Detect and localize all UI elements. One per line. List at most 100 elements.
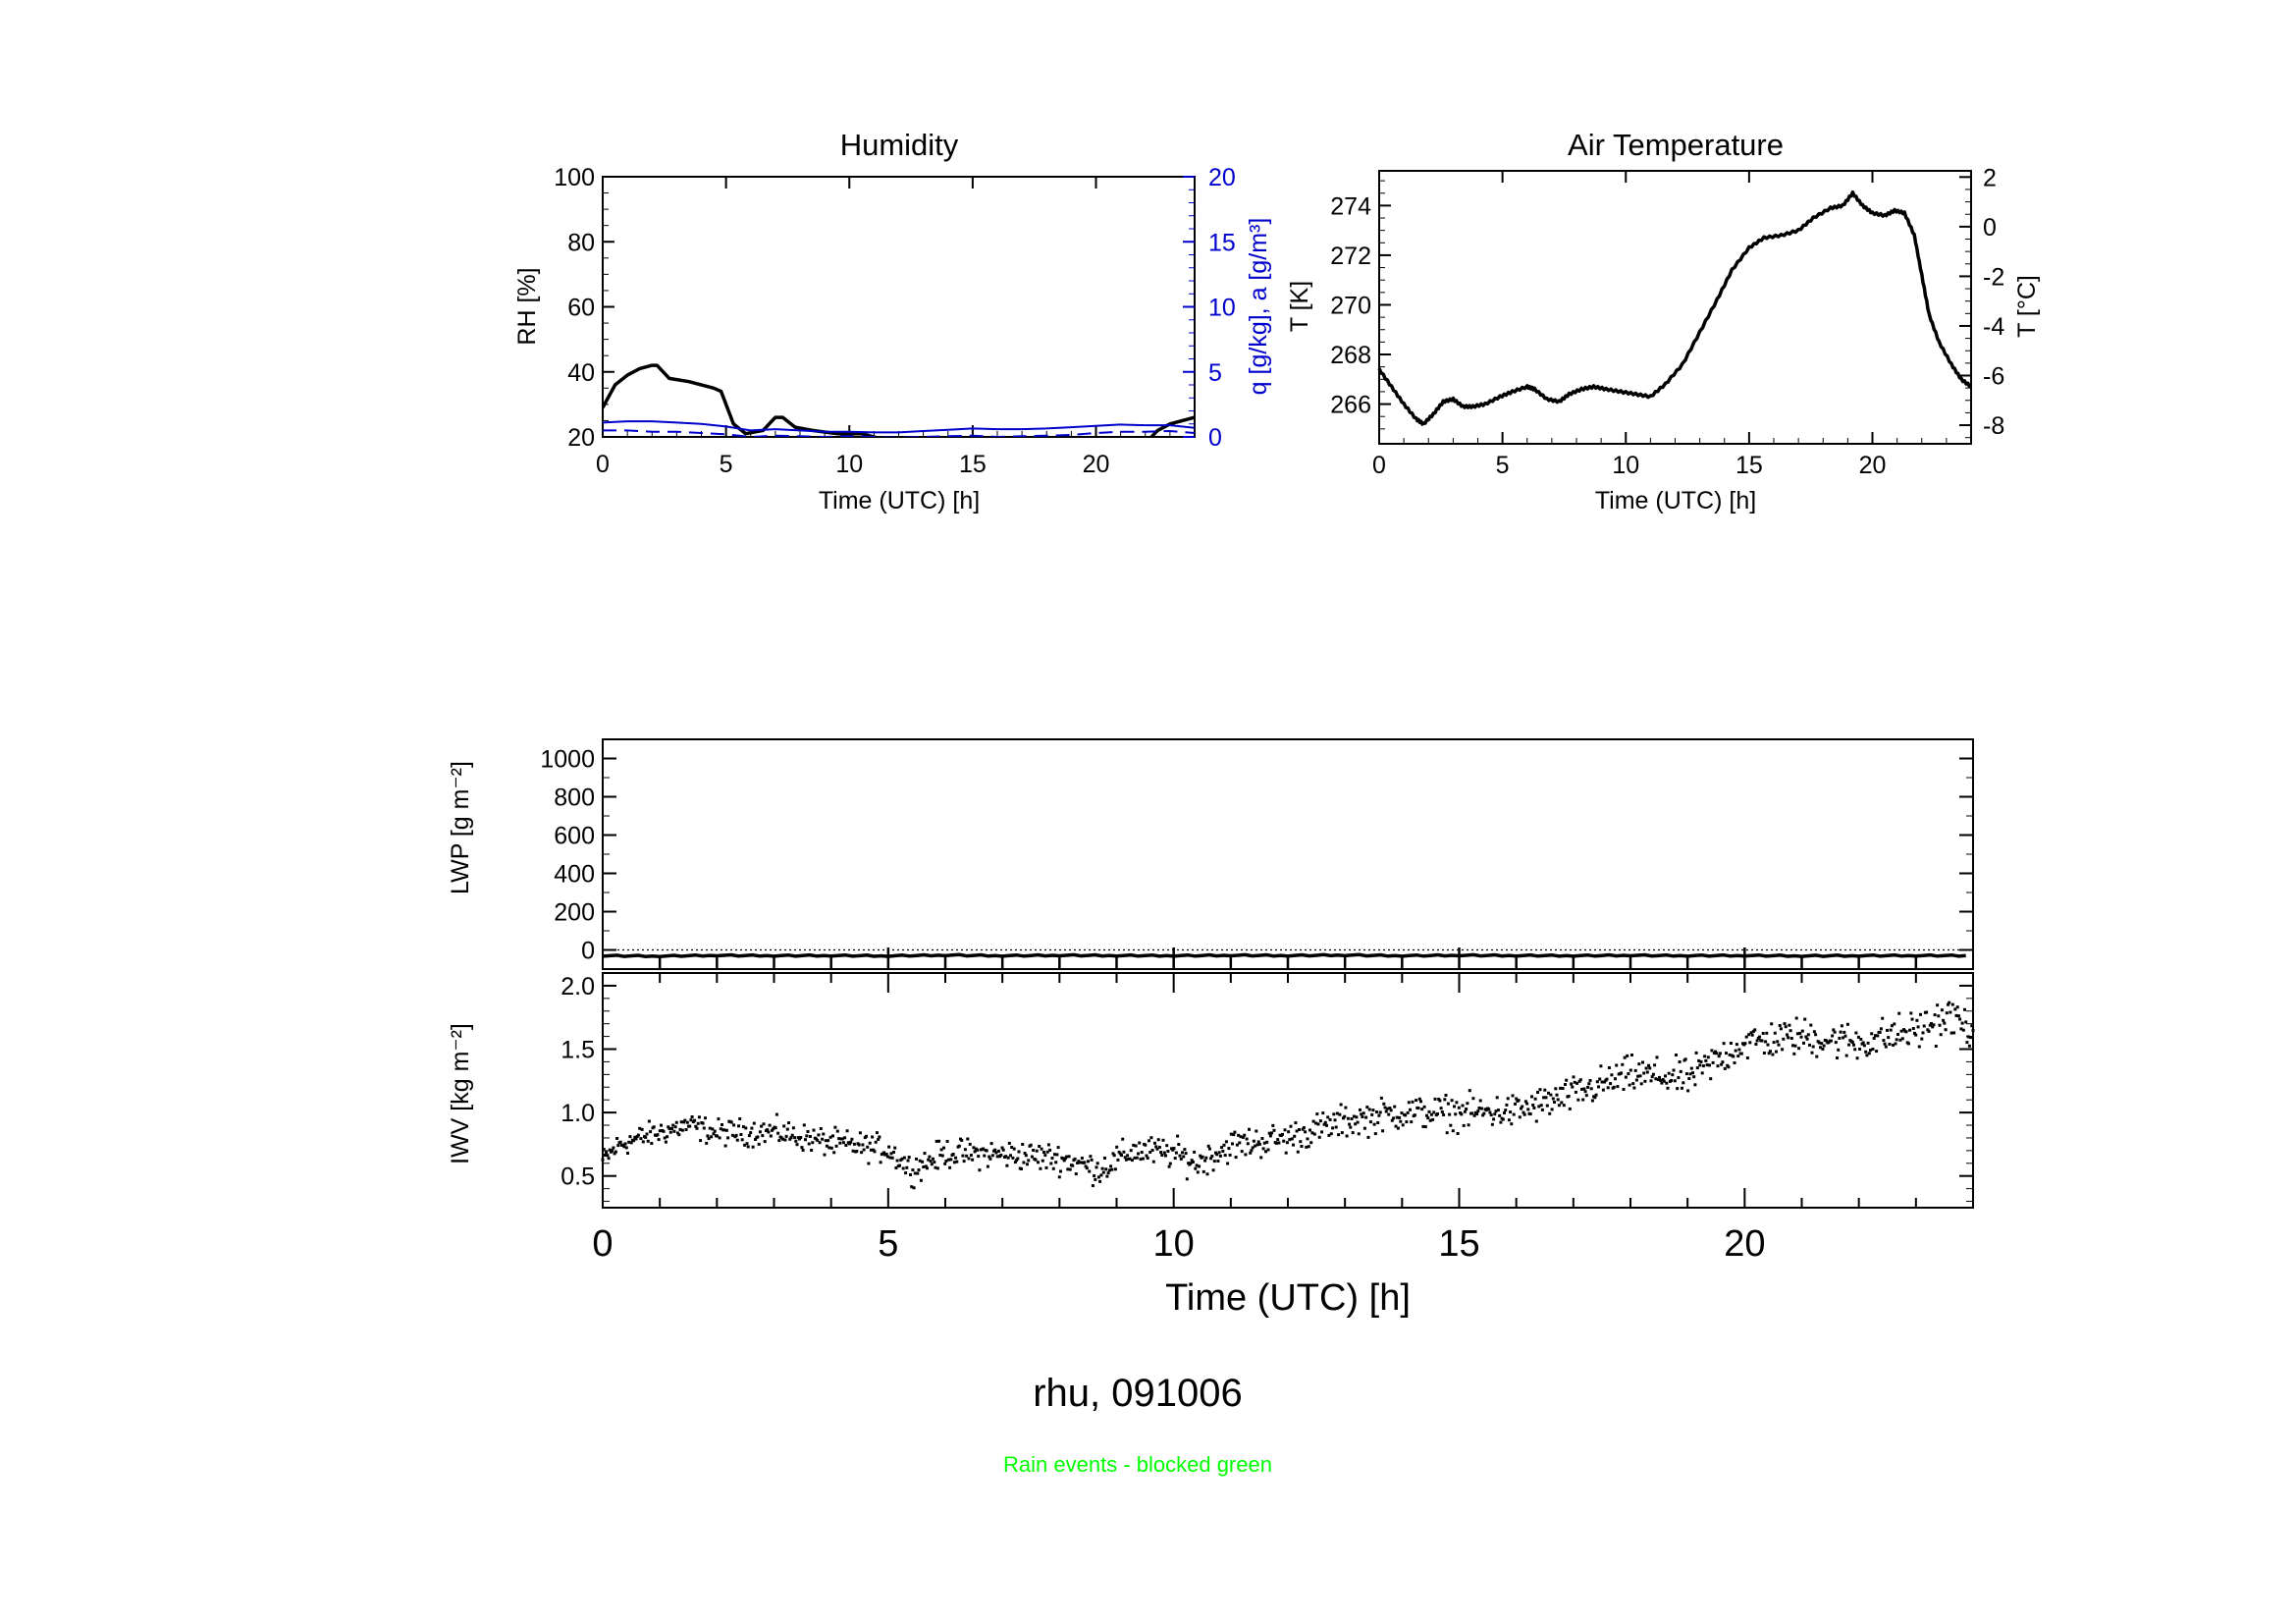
iwv-data-point bbox=[1583, 1090, 1587, 1094]
iwv-data-point bbox=[934, 1165, 937, 1169]
iwv-data-point bbox=[1394, 1124, 1398, 1128]
iwv-data-point bbox=[603, 1154, 607, 1158]
iwv-y-tick-label: 0.5 bbox=[561, 1163, 595, 1191]
iwv-x-tick-label: 0 bbox=[592, 1223, 613, 1265]
iwv-data-point bbox=[1211, 1168, 1215, 1172]
lwp-y-tick-label: 400 bbox=[554, 861, 595, 889]
iwv-data-point bbox=[1359, 1108, 1362, 1111]
iwv-data-point bbox=[774, 1112, 778, 1116]
iwv-data-point bbox=[1494, 1109, 1498, 1113]
iwv-data-point bbox=[1865, 1054, 1869, 1057]
iwv-data-point bbox=[1305, 1145, 1308, 1149]
iwv-data-point bbox=[1509, 1110, 1513, 1114]
iwv-data-point bbox=[1926, 1028, 1930, 1032]
iwv-data-point bbox=[1212, 1160, 1216, 1163]
iwv-data-point bbox=[1656, 1078, 1660, 1081]
iwv-data-point bbox=[704, 1116, 707, 1120]
iwv-data-point bbox=[1937, 1014, 1941, 1018]
air-temperature-y-axis-label: T [K] bbox=[1286, 281, 1313, 332]
iwv-data-point bbox=[1393, 1105, 1397, 1109]
iwv-data-point bbox=[751, 1145, 755, 1149]
iwv-data-point bbox=[1325, 1123, 1328, 1127]
iwv-x-tick-label: 20 bbox=[1724, 1223, 1765, 1265]
iwv-data-point bbox=[1677, 1076, 1681, 1080]
iwv-data-point bbox=[601, 1158, 605, 1162]
iwv-data-point bbox=[789, 1136, 793, 1140]
iwv-data-point bbox=[729, 1120, 733, 1124]
iwv-data-point bbox=[885, 1155, 889, 1159]
iwv-data-point bbox=[1879, 1027, 1883, 1031]
iwv-data-point bbox=[1514, 1102, 1517, 1106]
iwv-data-point bbox=[1268, 1134, 1272, 1138]
iwv-data-point bbox=[1538, 1088, 1542, 1092]
iwv-data-point bbox=[1845, 1022, 1849, 1026]
iwv-data-point bbox=[1955, 1005, 1959, 1009]
iwv-data-point bbox=[999, 1153, 1003, 1157]
iwv-data-point bbox=[787, 1121, 790, 1125]
iwv-data-point bbox=[951, 1153, 955, 1156]
iwv-data-point bbox=[801, 1148, 805, 1152]
iwv-data-point bbox=[1245, 1137, 1249, 1141]
iwv-data-point bbox=[983, 1154, 987, 1158]
iwv-data-point bbox=[1782, 1037, 1786, 1041]
iwv-data-point bbox=[1238, 1141, 1242, 1145]
iwv-data-point bbox=[1964, 1020, 1968, 1024]
iwv-data-point bbox=[608, 1148, 612, 1152]
iwv-data-point bbox=[1722, 1042, 1726, 1046]
iwv-data-point bbox=[1648, 1066, 1652, 1070]
iwv-data-point bbox=[852, 1142, 856, 1146]
iwv-data-point bbox=[833, 1125, 837, 1129]
iwv-data-point bbox=[1013, 1161, 1017, 1164]
iwv-data-point bbox=[1664, 1074, 1667, 1078]
iwv-data-point bbox=[1549, 1093, 1553, 1097]
iwv-data-point bbox=[926, 1166, 929, 1170]
iwv-data-point bbox=[663, 1136, 667, 1140]
air-temperature-y-tick-label: 268 bbox=[1330, 342, 1371, 369]
iwv-data-point bbox=[1970, 1024, 1974, 1028]
iwv-data-point bbox=[1065, 1155, 1069, 1159]
iwv-data-point bbox=[1554, 1087, 1558, 1091]
iwv-data-point bbox=[1264, 1150, 1267, 1154]
iwv-data-point bbox=[887, 1145, 891, 1149]
air-temperature-x-tick-label: 15 bbox=[1735, 452, 1763, 479]
iwv-data-point bbox=[1892, 1044, 1896, 1047]
iwv-data-point bbox=[1150, 1149, 1154, 1152]
iwv-data-point bbox=[1675, 1054, 1678, 1056]
iwv-data-point bbox=[1026, 1163, 1029, 1166]
iwv-data-point bbox=[1034, 1158, 1038, 1162]
iwv-data-point bbox=[1235, 1143, 1239, 1147]
iwv-data-point bbox=[1697, 1058, 1701, 1062]
iwv-data-point bbox=[1141, 1157, 1145, 1161]
iwv-data-point bbox=[1232, 1133, 1236, 1137]
iwv-data-point bbox=[1581, 1098, 1585, 1102]
iwv-data-point bbox=[1557, 1104, 1561, 1108]
iwv-data-point bbox=[1884, 1045, 1888, 1049]
iwv-data-point bbox=[1667, 1071, 1671, 1075]
air-temperature-series-line bbox=[1377, 189, 1972, 426]
iwv-data-point bbox=[657, 1138, 661, 1142]
iwv-data-point bbox=[855, 1150, 859, 1153]
iwv-data-point bbox=[1567, 1095, 1571, 1098]
iwv-data-point bbox=[758, 1130, 762, 1134]
iwv-data-point bbox=[1543, 1088, 1547, 1092]
iwv-data-point bbox=[1906, 1042, 1910, 1046]
iwv-data-point bbox=[952, 1161, 956, 1164]
iwv-data-point bbox=[1399, 1119, 1403, 1123]
iwv-data-point bbox=[977, 1155, 981, 1159]
iwv-data-point bbox=[1700, 1071, 1704, 1075]
humidity-series-group bbox=[603, 363, 1195, 437]
iwv-data-point bbox=[900, 1157, 904, 1161]
iwv-data-point bbox=[1440, 1110, 1444, 1113]
iwv-data-point bbox=[1553, 1101, 1556, 1104]
iwv-data-point bbox=[1607, 1066, 1611, 1069]
iwv-data-point bbox=[1958, 1017, 1962, 1021]
iwv-data-point bbox=[1176, 1134, 1180, 1138]
iwv-data-point bbox=[1612, 1085, 1616, 1089]
iwv-data-point bbox=[1621, 1062, 1625, 1066]
iwv-data-point bbox=[1660, 1081, 1664, 1085]
iwv-data-point bbox=[1761, 1032, 1765, 1035]
figure-caption: rhu, 091006 bbox=[1033, 1372, 1243, 1415]
iwv-data-point bbox=[1244, 1153, 1248, 1157]
iwv-data-point bbox=[831, 1134, 834, 1138]
iwv-data-point bbox=[1405, 1120, 1409, 1124]
